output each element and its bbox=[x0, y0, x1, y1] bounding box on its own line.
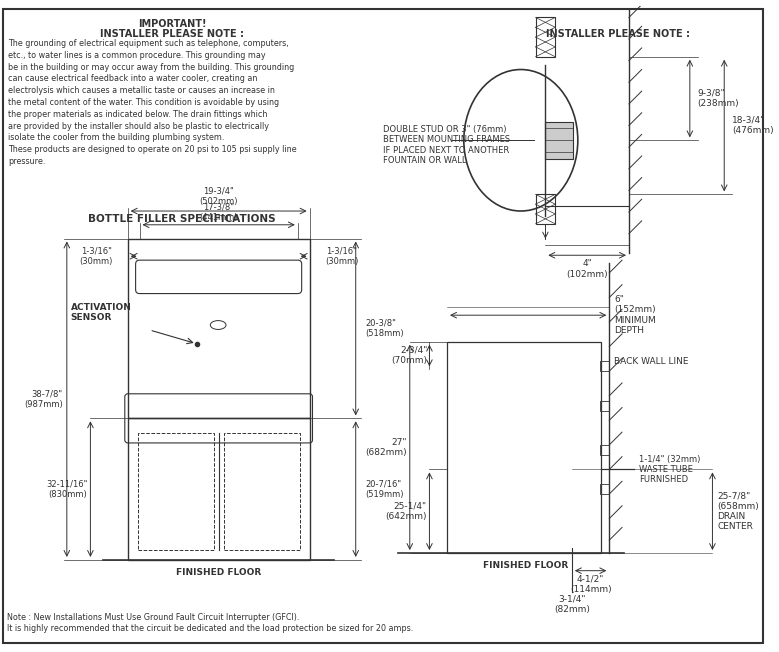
Bar bbox=[601, 445, 609, 454]
Text: ACTIVATION
SENSOR: ACTIVATION SENSOR bbox=[71, 303, 132, 322]
Bar bbox=[601, 401, 609, 411]
Text: FINISHED FLOOR: FINISHED FLOOR bbox=[175, 568, 261, 577]
Text: 3-1/4"
(82mm): 3-1/4" (82mm) bbox=[554, 594, 590, 614]
Bar bbox=[138, 433, 213, 550]
Text: 6"
(152mm)
MINIMUM
DEPTH: 6" (152mm) MINIMUM DEPTH bbox=[614, 295, 656, 335]
Bar bbox=[601, 484, 609, 494]
Text: BOTTLE FILLER SPECIFICATIONS: BOTTLE FILLER SPECIFICATIONS bbox=[88, 214, 276, 224]
Text: INSTALLER PLEASE NOTE :: INSTALLER PLEASE NOTE : bbox=[100, 29, 244, 39]
Text: 38-7/8"
(987mm): 38-7/8" (987mm) bbox=[24, 389, 63, 409]
Bar bbox=[601, 361, 609, 371]
Text: 4"
(102mm): 4" (102mm) bbox=[566, 259, 608, 278]
Text: 18-3/4"
(476mm): 18-3/4" (476mm) bbox=[732, 116, 774, 135]
Text: 1-1/4" (32mm)
WASTE TUBE
FURNISHED: 1-1/4" (32mm) WASTE TUBE FURNISHED bbox=[639, 454, 700, 484]
Text: 9-3/8"
(238mm): 9-3/8" (238mm) bbox=[698, 89, 739, 108]
Text: FINISHED FLOOR: FINISHED FLOOR bbox=[483, 561, 569, 570]
Text: BACK WALL LINE: BACK WALL LINE bbox=[614, 357, 689, 366]
Text: 17-3/8"
(441mm): 17-3/8" (441mm) bbox=[199, 202, 238, 222]
Text: INSTALLER PLEASE NOTE :: INSTALLER PLEASE NOTE : bbox=[546, 29, 690, 39]
Bar bbox=[128, 419, 309, 560]
Text: 20-7/16"
(519mm): 20-7/16" (519mm) bbox=[365, 479, 404, 499]
Text: 27"
(682mm): 27" (682mm) bbox=[365, 437, 407, 457]
Bar bbox=[535, 194, 555, 224]
Text: The grounding of electrical equipment such as telephone, computers,
etc., to wat: The grounding of electrical equipment su… bbox=[8, 39, 297, 166]
Bar bbox=[535, 18, 555, 57]
Bar bbox=[224, 433, 300, 550]
Bar bbox=[447, 342, 601, 553]
Text: 25-7/8"
(658mm)
DRAIN
CENTER: 25-7/8" (658mm) DRAIN CENTER bbox=[717, 491, 759, 531]
Text: 20-3/8"
(518mm): 20-3/8" (518mm) bbox=[365, 319, 404, 338]
Text: 25-1/4"
(642mm): 25-1/4" (642mm) bbox=[385, 501, 426, 521]
Text: 1-3/16"
(30mm): 1-3/16" (30mm) bbox=[326, 246, 358, 266]
Text: DOUBLE STUD OR 3" (76mm)
BETWEEN MOUNTING FRAMES
IF PLACED NEXT TO ANOTHER
FOUNT: DOUBLE STUD OR 3" (76mm) BETWEEN MOUNTIN… bbox=[383, 125, 510, 166]
Text: IMPORTANT!: IMPORTANT! bbox=[138, 20, 206, 29]
Text: 2-3/4"
(70mm): 2-3/4" (70mm) bbox=[392, 346, 428, 365]
Text: 32-11/16"
(830mm): 32-11/16" (830mm) bbox=[46, 479, 87, 499]
Text: Note : New Installations Must Use Ground Fault Circuit Interrupter (GFCI).
It is: Note : New Installations Must Use Ground… bbox=[7, 613, 413, 632]
Bar bbox=[545, 122, 573, 159]
Bar bbox=[128, 239, 309, 419]
Text: 1-3/16"
(30mm): 1-3/16" (30mm) bbox=[79, 246, 113, 266]
Text: 19-3/4"
(502mm): 19-3/4" (502mm) bbox=[199, 186, 238, 206]
Text: 4-1/2"
(114mm): 4-1/2" (114mm) bbox=[569, 574, 612, 594]
